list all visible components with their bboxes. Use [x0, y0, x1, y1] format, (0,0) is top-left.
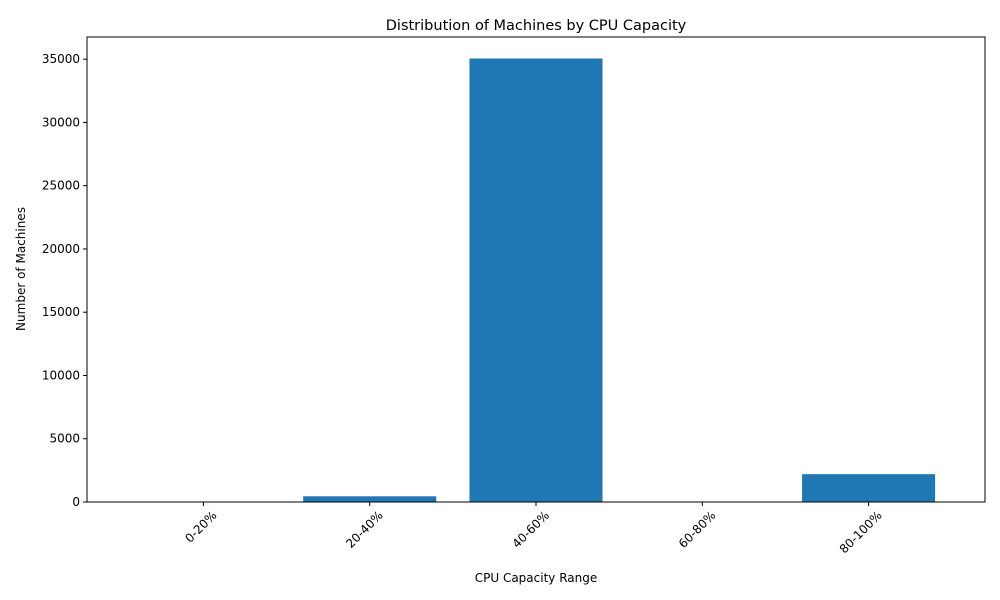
x-axis-label: CPU Capacity Range: [475, 571, 598, 585]
bars-group: [303, 58, 936, 503]
x-tick-label: 40-60%: [509, 508, 552, 551]
y-tick-label: 0: [72, 495, 80, 509]
bar-80-100pct: [802, 474, 936, 502]
y-axis-ticks: 0 5000 10000 15000 20000 25000 30000 35000: [42, 52, 87, 509]
y-tick-label: 25000: [42, 179, 80, 193]
x-axis-ticks: 0-20% 20-40% 40-60% 60-80% 80-100%: [182, 502, 885, 556]
y-tick-label: 10000: [42, 368, 80, 382]
y-tick-label: 30000: [42, 115, 80, 129]
plot-frame: [86, 36, 986, 503]
x-tick-label: 0-20%: [182, 508, 219, 545]
y-axis-label: Number of Machines: [14, 207, 28, 331]
chart-title: Distribution of Machines by CPU Capacity: [386, 18, 687, 34]
bar-20-40pct: [303, 496, 437, 502]
y-tick-label: 20000: [42, 242, 80, 256]
x-tick-label: 80-100%: [837, 508, 885, 556]
y-tick-label: 5000: [49, 432, 80, 446]
x-tick-label: 60-80%: [676, 508, 719, 551]
bar-40-60pct: [469, 58, 603, 503]
y-tick-label: 15000: [42, 305, 80, 319]
y-tick-label: 35000: [42, 52, 80, 66]
x-tick-label: 20-40%: [343, 508, 386, 551]
